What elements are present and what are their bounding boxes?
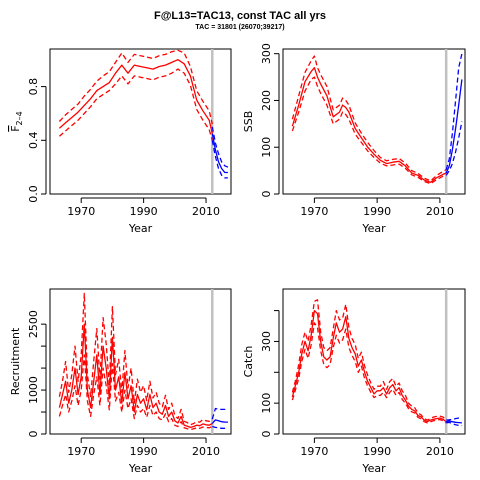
historic-lower-bound-line: [58, 68, 213, 141]
x-tick-label: 2010: [426, 445, 454, 458]
projection-upper-bound-line: [446, 416, 463, 421]
y-tick-label: 1000: [27, 376, 40, 404]
y-tick-label: 100: [260, 137, 273, 158]
chart-subtitle: TAC = 31801 (26070;39217): [195, 24, 285, 31]
historic-median-line: [58, 59, 213, 134]
x-axis-label: Year: [361, 462, 386, 475]
x-axis-label: Year: [128, 462, 153, 475]
y-tick-label: 0: [27, 431, 40, 438]
y-tick-label: 0.8: [27, 78, 40, 96]
historic-lower-bound-line: [291, 322, 447, 424]
y-axis: 0.0 0.4 0.8: [27, 78, 47, 203]
panel-ssb: 1970 1990 2010 Year 0 100 200 300 SSB: [242, 43, 466, 235]
x-tick-label: 1970: [300, 205, 328, 218]
historic-upper-bound-line: [58, 292, 213, 426]
x-tick-label: 1990: [130, 205, 158, 218]
y-tick-label: 0: [260, 431, 273, 438]
projection-lower-bound-line: [446, 421, 462, 427]
projection-lower-bound-line: [445, 121, 463, 176]
x-tick-label: 1990: [363, 205, 391, 218]
y-axis-label: Catch: [242, 346, 255, 378]
projection-median-line: [211, 133, 228, 174]
x-tick-label: 1970: [300, 445, 328, 458]
y-tick-label: 300: [260, 43, 273, 64]
y-axis-label: SSB: [242, 111, 255, 133]
y-tick-label: 300: [260, 331, 273, 352]
y-tick-label: 0: [260, 191, 273, 198]
projection-median-line: [446, 420, 462, 424]
x-tick-label: 1970: [67, 205, 95, 218]
plot-frame: [282, 48, 466, 195]
projection-lower-bound-line: [211, 140, 228, 179]
plot-frame: [49, 288, 232, 435]
y-tick-label: 0.4: [27, 132, 40, 150]
y-axis: 0 100 300: [260, 310, 280, 438]
y-axis: 0 100 200 300: [260, 43, 280, 198]
projection-upper-bound-line: [211, 126, 229, 168]
projection-upper-bound-line: [211, 407, 228, 420]
y-tick-label: 200: [260, 90, 273, 111]
x-axis-label: Year: [361, 222, 386, 235]
historic-upper-bound-line: [58, 49, 213, 125]
chart-title: F@L13=TAC13, const TAC all yrs: [153, 10, 326, 22]
panel-f-bar: 1970 1990 2010 Year 0.0 0.4 0.8 F2–4: [9, 48, 232, 235]
historic-median-line: [291, 67, 447, 183]
projection-median-line: [445, 79, 463, 174]
historic-upper-bound-line: [291, 55, 447, 182]
x-axis-label: Year: [128, 222, 153, 235]
x-tick-label: 1990: [363, 445, 391, 458]
plot-frame: [282, 288, 466, 435]
plot-frame: [49, 48, 232, 195]
y-axis: 0 1000 2500: [27, 310, 47, 438]
x-axis: 1970 1990 2010: [67, 197, 220, 218]
projection-upper-bound-line: [445, 53, 463, 170]
y-axis-label: F2–4: [9, 111, 24, 132]
y-tick-label: 2500: [27, 310, 40, 338]
x-tick-label: 1970: [67, 445, 95, 458]
historic-upper-bound-line: [291, 299, 447, 421]
historic-lower-bound-line: [291, 76, 447, 185]
panel-recruitment: 1970 1990 2010 Year 0 1000 2500 Recruitment: [9, 288, 232, 475]
y-axis-label: Recruitment: [9, 327, 22, 395]
y-tick-label: 0.0: [27, 185, 40, 203]
x-tick-label: 1990: [130, 445, 158, 458]
x-axis: 1970 1990 2010: [300, 437, 454, 458]
x-axis: 1970 1990 2010: [300, 197, 454, 218]
projection-lower-bound-line: [212, 425, 228, 429]
historic-lower-bound-line: [58, 354, 213, 431]
x-tick-label: 2010: [426, 205, 454, 218]
y-tick-label: 100: [260, 393, 273, 414]
historic-median-line: [58, 323, 213, 429]
x-axis: 1970 1990 2010: [67, 437, 220, 458]
projection-median-line: [211, 419, 228, 424]
panel-catch: 1970 1990 2010 Year 0 100 300 Catch: [242, 288, 466, 475]
x-tick-label: 2010: [192, 205, 220, 218]
x-tick-label: 2010: [192, 445, 220, 458]
historic-median-line: [291, 309, 447, 423]
